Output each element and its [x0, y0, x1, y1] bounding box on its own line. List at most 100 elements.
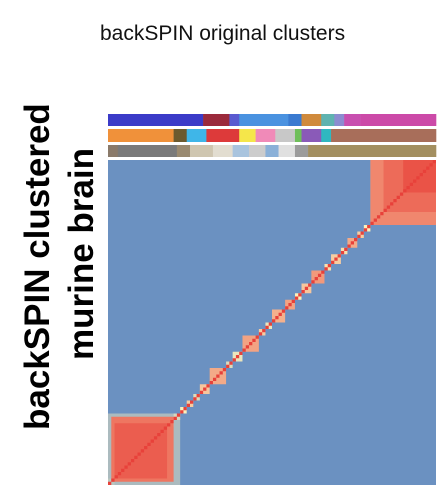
annotation-row3-segment-0	[108, 145, 119, 157]
heatmap-diagonal-cell-11	[144, 446, 148, 450]
heatmap-diagonal-cell-63	[314, 277, 318, 281]
heatmap-diagonal-cell-23	[183, 407, 187, 411]
heatmap-diagonal-cell-43	[249, 342, 253, 346]
heatmap-diagonal-cell-52	[278, 312, 282, 316]
heatmap-diagonal-cell-13	[150, 439, 154, 443]
cluster-annotation-bars	[108, 114, 437, 157]
annotation-row2-segment-3	[206, 129, 240, 142]
heatmap-diagonal-cell-38	[232, 358, 236, 362]
heatmap-diagonal-cell-45	[255, 335, 259, 339]
annotation-row1-segment-1	[203, 114, 230, 126]
heatmap-diagonal-cell-14	[153, 436, 158, 440]
heatmap-diagonal-cell-18	[167, 423, 171, 427]
heatmap-diagonal-cell-29	[203, 387, 207, 391]
heatmap-diagonal-cell-42	[245, 345, 250, 349]
heatmap-diagonal-cell-1	[111, 478, 115, 482]
heatmap-diagonal-cell-5	[124, 465, 128, 469]
annotation-row3-segment-1	[117, 145, 178, 157]
annotation-row3-segment-5	[232, 145, 250, 157]
heatmap-diagonal-cell-49	[268, 322, 272, 326]
heatmap-diagonal-cell-50	[272, 319, 276, 323]
heatmap-diagonal-cell-83	[380, 212, 384, 216]
heatmap-diagonal-cell-95	[419, 173, 423, 177]
annotation-row3-segment-6	[249, 145, 266, 157]
heatmap-diagonal-cell-98	[429, 163, 433, 167]
heatmap-diagonal-cell-66	[324, 267, 328, 271]
heatmap-diagonal-cell-82	[376, 215, 381, 219]
heatmap-diagonal-cell-30	[206, 384, 210, 388]
annotation-row1-segment-4	[288, 114, 302, 126]
heatmap-diagonal-cell-74	[350, 241, 354, 245]
heatmap-diagonal-cell-99	[432, 160, 436, 164]
annotation-row1-segment-7	[334, 114, 345, 126]
heatmap-diagonal-cell-37	[229, 361, 233, 365]
heatmap-matrix	[108, 160, 436, 485]
heatmap-diagonal-cell-72	[344, 247, 348, 251]
heatmap-diagonal-cell-55	[288, 303, 292, 307]
heatmap-diagonal-cell-69	[334, 257, 338, 261]
heatmap-diagonal-cell-80	[370, 221, 374, 225]
heatmap-diagonal-cell-12	[147, 442, 151, 446]
annotation-row2-segment-7	[294, 129, 302, 142]
heatmap-diagonal-cell-34	[219, 371, 223, 375]
annotation-row1-segment-3	[239, 114, 289, 126]
heatmap-diagonal-cell-8	[134, 455, 138, 459]
heatmap-diagonal-cell-35	[222, 368, 227, 372]
heatmap-diagonal-cell-44	[252, 338, 256, 342]
heatmap-diagonal-cell-92	[409, 182, 414, 186]
heatmap-diagonal-cell-89	[399, 192, 404, 196]
heatmap-diagonal-cell-22	[180, 410, 184, 414]
heatmap-diagonal-cell-3	[117, 472, 122, 476]
heatmap-diagonal-cell-85	[386, 205, 391, 209]
heatmap-diagonal-cell-25	[190, 400, 194, 404]
heatmap-diagonal-cell-48	[265, 325, 269, 329]
heatmap-diagonal-cell-57	[294, 296, 299, 300]
heatmap-diagonal-cell-32	[212, 377, 217, 381]
annotation-row3-segment-3	[190, 145, 214, 157]
heatmap-diagonal-cell-16	[160, 429, 164, 433]
annotation-row3-segment-4	[212, 145, 233, 157]
heatmap-diagonal-cell-87	[393, 199, 397, 203]
heatmap-diagonal-cell-65	[321, 270, 325, 274]
annotation-row1-segment-9	[360, 114, 437, 126]
heatmap-diagonal-cell-47	[262, 329, 266, 333]
heatmap-diagonal-cell-62	[311, 280, 315, 284]
heatmap-diagonal-cell-91	[406, 186, 410, 190]
heatmap-diagonal-cell-93	[413, 179, 417, 183]
heatmap-diagonal-cell-54	[285, 306, 289, 310]
heatmap-diagonal-cell-96	[422, 169, 427, 173]
heatmap-diagonal-cell-0	[108, 481, 112, 485]
annotation-row1-segment-5	[301, 114, 322, 126]
heatmap-diagonal-cell-94	[416, 176, 420, 180]
heatmap-diagonal-cell-9	[137, 452, 141, 456]
heatmap-diagonal-cell-60	[304, 286, 309, 290]
annotation-row3-segment-8	[278, 145, 296, 157]
heatmap-diagonal-cell-26	[193, 397, 197, 401]
heatmap-diagonal-cell-28	[199, 390, 204, 394]
heatmap-diagonal-cell-58	[298, 293, 302, 297]
annotation-row2-segment-10	[331, 129, 437, 142]
heatmap-diagonal-cell-86	[390, 202, 394, 206]
heatmap-diagonal-cell-21	[176, 413, 181, 417]
heatmap-diagonal-cell-56	[291, 299, 295, 303]
annotation-row2-segment-5	[255, 129, 276, 142]
heatmap-diagonal-cell-27	[196, 394, 200, 398]
heatmap-diagonal-cell-33	[216, 374, 220, 378]
annotation-row3-segment-10	[308, 145, 437, 157]
heatmap-diagonal-cell-20	[173, 416, 177, 420]
heatmap-diagonal-cell-41	[242, 348, 246, 352]
annotation-row2-segment-0	[108, 129, 174, 142]
heatmap-diagonal-cell-75	[354, 238, 358, 242]
heatmap-diagonal-cell-59	[301, 290, 305, 294]
chart-title: backSPIN original clusters	[100, 22, 346, 45]
heatmap-diagonal-cell-31	[209, 381, 213, 385]
heatmap-diagonal-cell-46	[258, 332, 263, 336]
annotation-row2-segment-2	[186, 129, 207, 142]
heatmap-diagonal-cell-15	[157, 433, 161, 437]
heatmap-diagonal-cell-84	[383, 208, 387, 212]
heatmap-diagonal-cell-61	[308, 283, 312, 287]
heatmap-diagonal-cell-71	[340, 251, 345, 255]
heatmap-diagonal-cell-10	[140, 449, 145, 453]
annotation-row2-segment-1	[173, 129, 188, 142]
